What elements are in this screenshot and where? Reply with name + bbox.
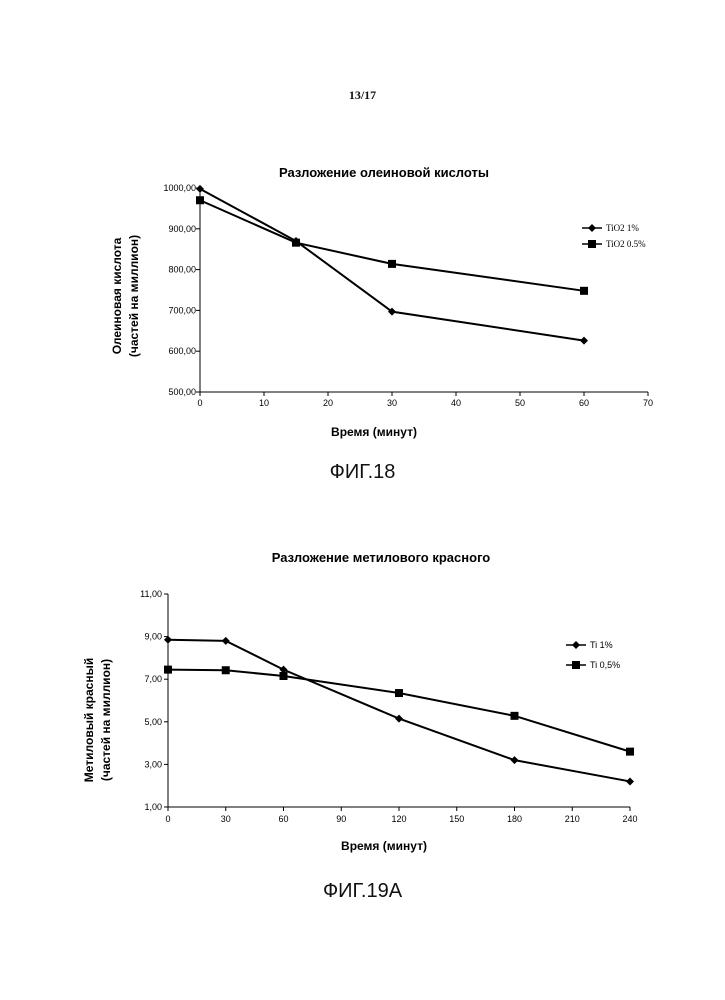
y-axis-title-line-2: (частей на миллион) bbox=[99, 659, 113, 781]
x-axis-title: Время (минут) bbox=[341, 839, 427, 853]
data-point-1 bbox=[511, 756, 519, 764]
x-tick-label: 30 bbox=[221, 814, 231, 824]
legend-marker bbox=[572, 661, 580, 669]
figure-caption-19a: ФИГ.19А bbox=[0, 880, 725, 903]
legend: Ti 1% Ti 0,5% bbox=[566, 640, 620, 670]
data-point-2 bbox=[395, 689, 403, 697]
x-tick-label: 150 bbox=[449, 814, 464, 824]
y-tick-label: 1,00 bbox=[144, 802, 162, 812]
data-point-2 bbox=[626, 748, 634, 756]
series-layer bbox=[164, 636, 634, 786]
y-tick-label: 11,00 bbox=[140, 589, 162, 599]
data-point-2 bbox=[511, 712, 519, 720]
series-line-2 bbox=[168, 670, 630, 752]
data-point-2 bbox=[280, 672, 288, 680]
data-point-2 bbox=[222, 666, 230, 674]
y-tick-label: 7,00 bbox=[144, 674, 162, 684]
x-tick-label: 240 bbox=[622, 814, 637, 824]
legend-marker bbox=[572, 641, 580, 649]
y-axis-title-line-1: Метиловый красный bbox=[82, 658, 96, 782]
y-tick-label: 9,00 bbox=[144, 632, 162, 642]
y-tick-label: 3,00 bbox=[144, 759, 162, 769]
legend-label: Ti 0,5% bbox=[590, 660, 620, 670]
x-tick-label: 0 bbox=[165, 814, 170, 824]
data-point-1 bbox=[626, 777, 634, 785]
chart-title: Разложение метилового красного bbox=[272, 550, 491, 565]
x-tick-label: 180 bbox=[507, 814, 522, 824]
data-point-1 bbox=[395, 715, 403, 723]
legend-label: Ti 1% bbox=[590, 640, 613, 650]
x-tick-label: 210 bbox=[565, 814, 580, 824]
data-point-1 bbox=[222, 637, 230, 645]
x-tick-label: 120 bbox=[391, 814, 406, 824]
data-point-2 bbox=[164, 666, 172, 674]
y-tick-label: 5,00 bbox=[144, 717, 162, 727]
series-line-1 bbox=[168, 640, 630, 782]
axis-ticks: 1,00 3,00 5,00 7,00 9,00 11,00 0 30 60 90 120 150 18… bbox=[140, 589, 637, 824]
y-axis-title: Метиловый красный (частей на миллион) bbox=[82, 658, 113, 782]
x-tick-label: 60 bbox=[278, 814, 288, 824]
x-tick-label: 90 bbox=[336, 814, 346, 824]
